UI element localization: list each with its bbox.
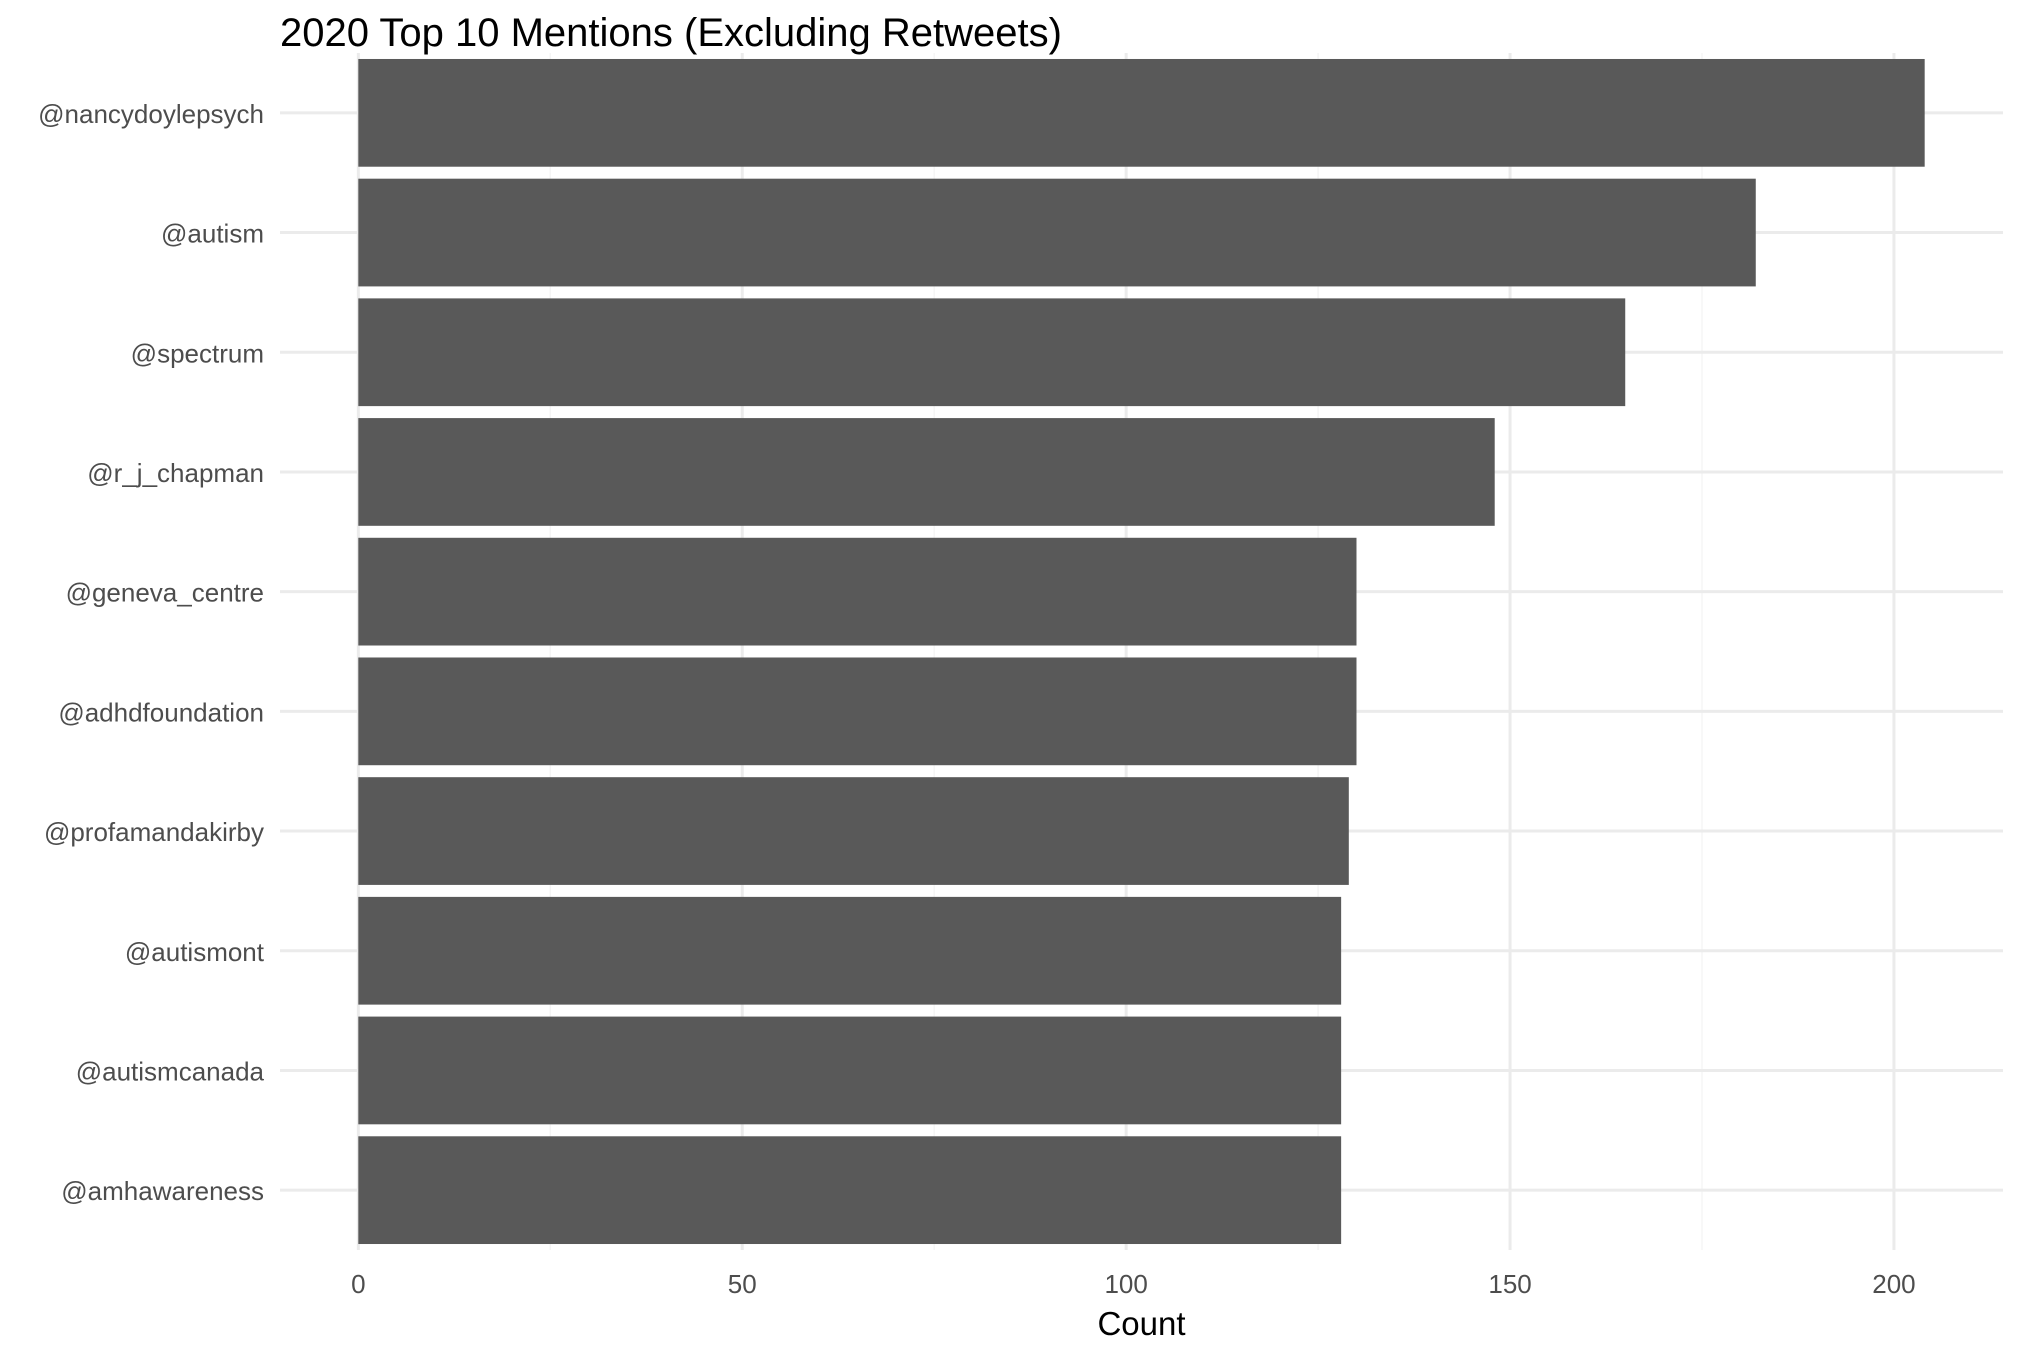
- bar-layer: [358, 58, 1925, 1245]
- x-tick-label: 150: [1488, 1269, 1531, 1299]
- bar: [358, 896, 1342, 1005]
- bar: [358, 657, 1357, 766]
- bar: [358, 1016, 1342, 1125]
- y-tick-label: @autism: [161, 219, 264, 249]
- x-axis-title: Count: [1097, 1305, 1185, 1342]
- x-tick-labels: 0 50 100 150 200: [351, 1269, 1916, 1299]
- x-tick-label: 50: [728, 1269, 757, 1299]
- x-tick-label: 200: [1872, 1269, 1915, 1299]
- y-tick-label: @spectrum: [131, 338, 264, 368]
- y-tick-label: @autismcanada: [76, 1056, 265, 1086]
- y-tick-labels: @nancydoylepsych @autism @spectrum @r_j_cha…: [38, 99, 265, 1206]
- y-tick-label: @amhawareness: [61, 1176, 264, 1206]
- chart-title: 2020 Top 10 Mentions (Excluding Retweets…: [280, 11, 1062, 55]
- bar: [358, 777, 1349, 885]
- bar: [358, 418, 1495, 526]
- x-tick-label: 0: [351, 1269, 365, 1299]
- y-tick-label: @r_j_chapman: [87, 458, 264, 488]
- bar: [358, 298, 1626, 407]
- y-tick-label: @profamandakirby: [44, 817, 264, 847]
- y-tick-label: @autismont: [125, 937, 265, 967]
- bar: [358, 58, 1925, 167]
- bar: [358, 537, 1357, 646]
- x-tick-label: 100: [1104, 1269, 1147, 1299]
- y-tick-label: @nancydoylepsych: [38, 99, 264, 129]
- bar: [358, 178, 1756, 287]
- y-tick-label: @adhdfoundation: [58, 697, 264, 727]
- bar: [358, 1136, 1342, 1245]
- y-tick-label: @geneva_centre: [66, 578, 264, 608]
